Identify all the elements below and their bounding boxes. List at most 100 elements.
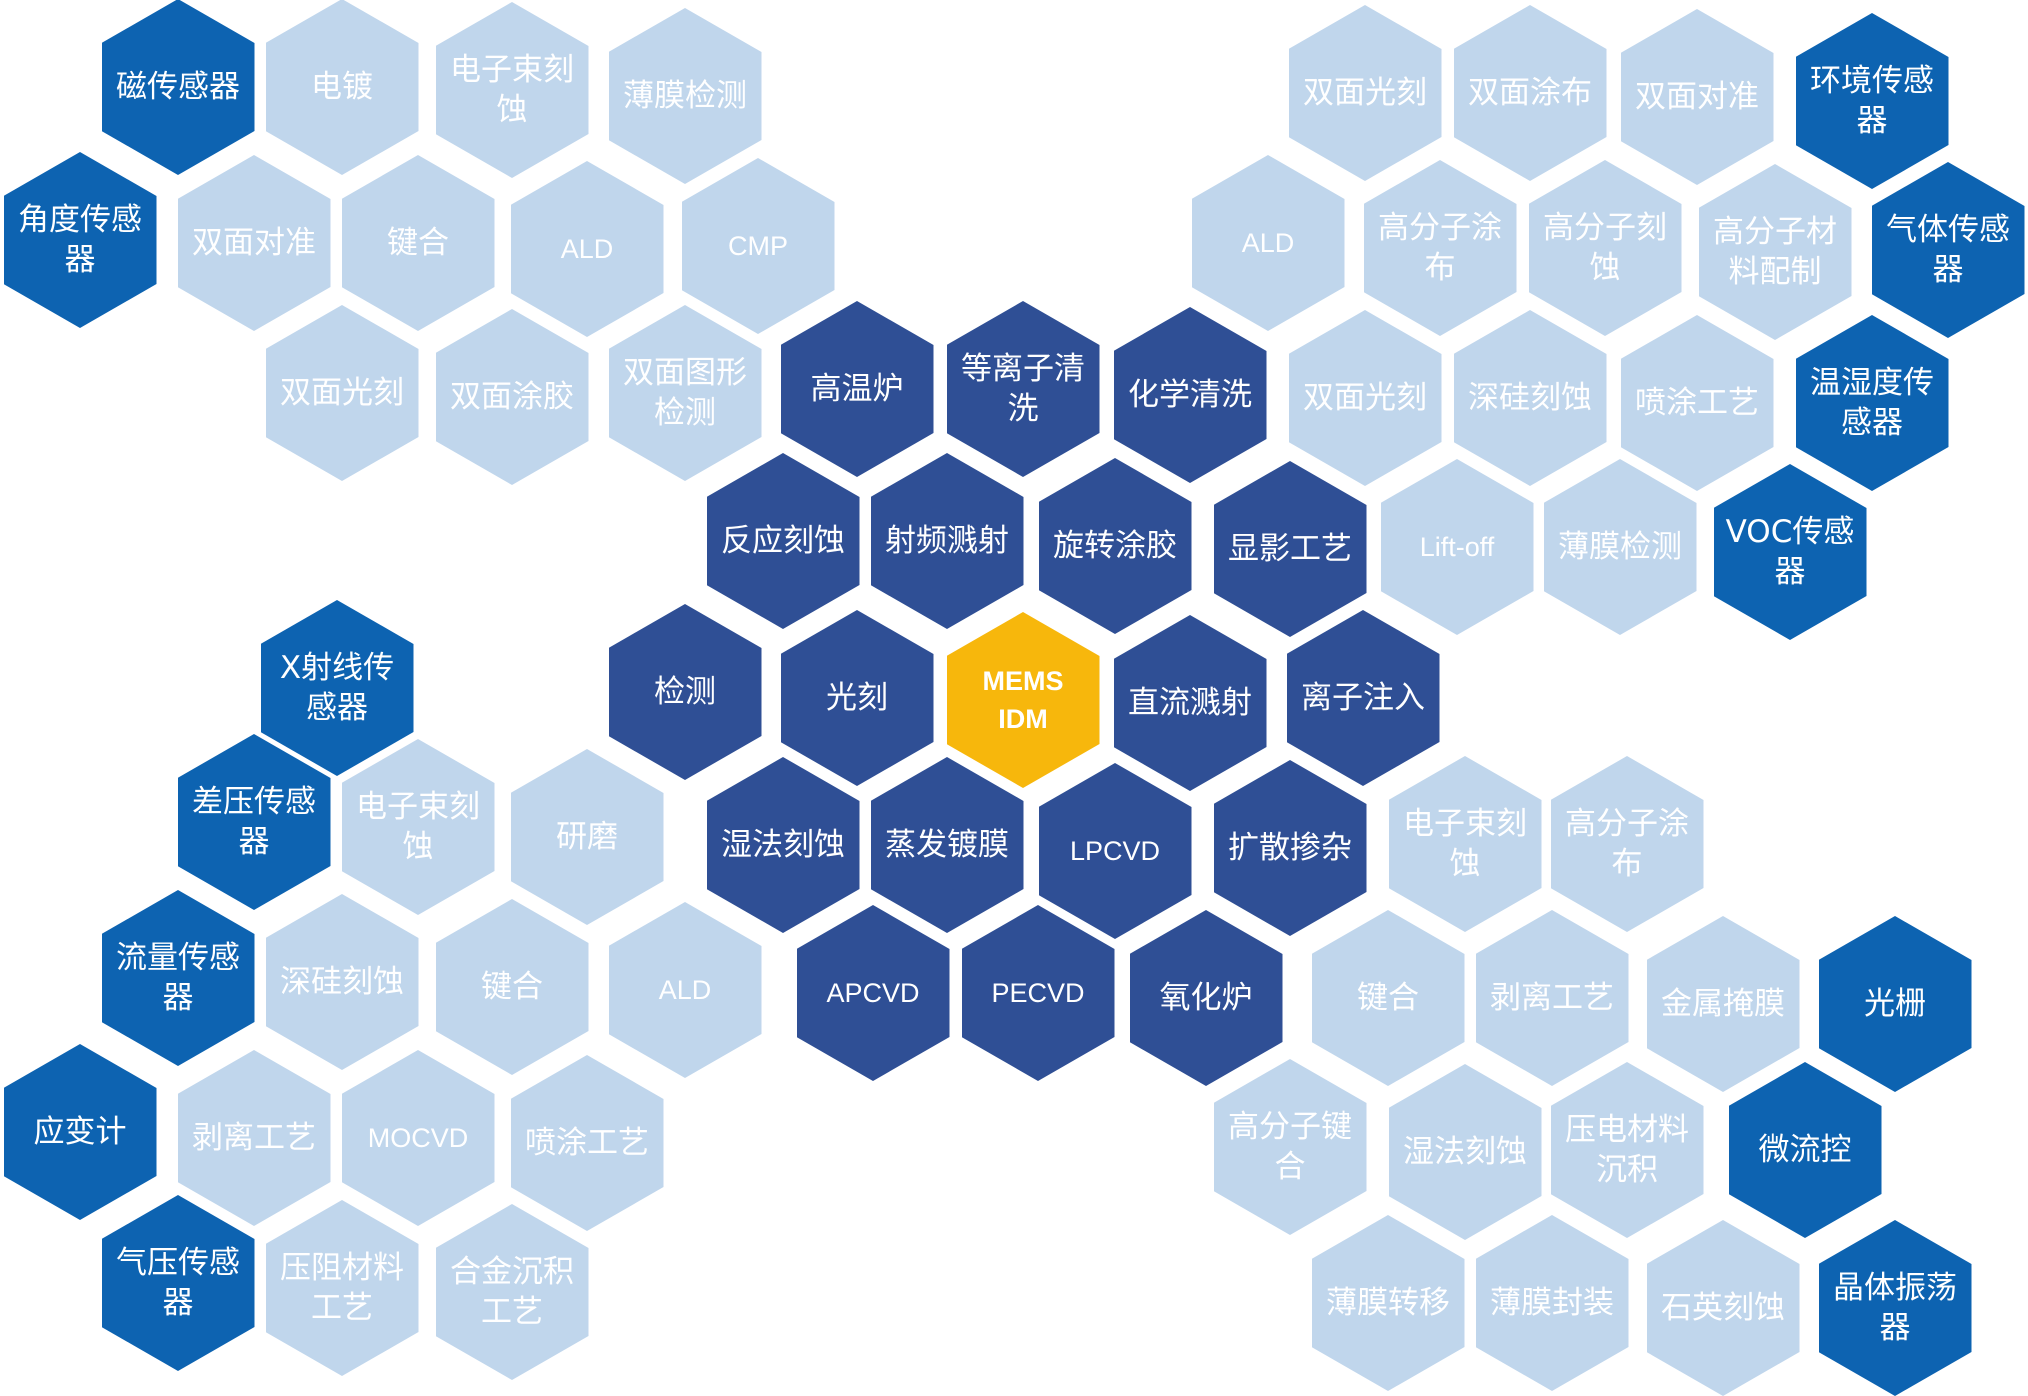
top-right-cluster-hex-ald-label: ALD [1241,228,1295,258]
bottom-left-cluster-hex-yazucailiaogongyi: 压阻材料 工艺 [265,1200,419,1376]
process-cells-hex-xuanzhuantujiao: 旋转涂胶 [1038,458,1192,634]
process-cells-hex-apcvd: APCVD [796,905,950,1081]
top-left-cluster-hex-cmp-label: CMP [728,231,788,261]
top-right-cluster-hex-lift-off-label: Lift-off [1419,532,1495,562]
top-right-cluster-hex-shuangmianguangke-2: 双面光刻 [1288,310,1442,486]
bottom-right-cluster-hex-gaofenzitubu-label: 高分子涂 布 [1565,806,1689,882]
process-cells-hex-yanghualu-label: 氧化炉 [1159,980,1253,1016]
top-right-cluster-hex-gaofenzicailiaopeizhi-label: 高分子材 料配制 [1713,214,1837,290]
process-cells-hex-xianyinggongyi-label: 显影工艺 [1228,531,1352,567]
sensors-hex-jingtizhendangqi: 晶体振荡 器 [1818,1220,1972,1396]
top-right-cluster-hex-lift-off: Lift-off [1380,459,1534,635]
top-left-cluster-hex-shuangmianguangke-label: 双面光刻 [280,375,404,411]
bottom-left-cluster-hex-yanmo-label: 研磨 [556,819,618,855]
top-right-cluster-hex-bomojiance-label: 薄膜检测 [1558,529,1682,565]
top-right-cluster-hex-shenguikeshi-label: 深硅刻蚀 [1468,380,1592,416]
process-cells-hex-xuanzhuantujiao-label: 旋转涂胶 [1053,528,1177,564]
sensors-hex-yingbianji: 应变计 [3,1044,157,1220]
sensors-hex-xshexianchuanganqi: X射线传 感器 [260,600,414,776]
sensors-hex-jiaoduchuanganqi-label: 角度传感 器 [18,202,142,278]
top-right-cluster-hex-shuangmianduizhun: 双面对准 [1620,9,1774,185]
top-left-cluster-hex-dianzishukeshi-label: 电子束刻 蚀 [450,52,574,128]
top-right-cluster-hex-gaofenzitubu-label: 高分子涂 布 [1378,210,1502,286]
top-left-cluster-hex-dianzishukeshi: 电子束刻 蚀 [435,2,589,178]
bottom-left-cluster-hex-ald: ALD [608,902,762,1078]
bottom-right-cluster-hex-shiyingkeshi: 石英刻蚀 [1646,1220,1800,1396]
top-right-cluster-hex-shuangmianguangke: 双面光刻 [1288,5,1442,181]
top-left-cluster-hex-shuangmiantuxingjiance-label: 双面图形 检测 [623,355,747,431]
sensors-hex-qiyachuanganqi-label: 气压传感 器 [116,1245,240,1321]
bottom-right-cluster-hex-gaofenzijianhe-label: 高分子键 合 [1228,1109,1352,1185]
bottom-left-cluster-hex-mocvd-label: MOCVD [367,1123,469,1153]
process-cells-hex-zhiliujianshe: 直流溅射 [1113,615,1267,791]
top-left-cluster-hex-shuangmianduizhun-label: 双面对准 [192,225,316,261]
top-right-cluster-hex-pentugongyi-label: 喷涂工艺 [1635,385,1759,421]
process-cells-hex-shifakeshi: 湿法刻蚀 [706,757,860,933]
bottom-left-cluster-hex-hejinchenji-label: 合金沉积 工艺 [450,1254,574,1330]
sensors-hex-weiliukong: 微流控 [1728,1062,1882,1238]
process-cells-hex-huaxueqingxi: 化学清洗 [1113,307,1267,483]
bottom-right-cluster-hex-jianhe: 键合 [1311,910,1465,1086]
top-left-cluster-hex-shuangmianguangke: 双面光刻 [265,305,419,481]
sensors-hex-cichuanganqi: 磁传感器 [101,0,255,175]
top-left-cluster-hex-shuangmiantujiao: 双面涂胶 [435,309,589,485]
process-cells-hex-pecvd: PECVD [961,905,1115,1081]
process-cells-hex-apcvd-label: APCVD [826,978,920,1008]
top-left-cluster-hex-jianhe: 键合 [341,155,495,331]
top-left-cluster-hex-cmp: CMP [681,158,835,334]
bottom-left-cluster-hex-booligongyi: 剥离工艺 [177,1050,331,1226]
sensors-hex-weiliukong-label: 微流控 [1758,1132,1852,1168]
top-right-cluster-hex-ald: ALD [1191,155,1345,331]
process-cells-hex-yanghualu: 氧化炉 [1129,910,1283,1086]
process-cells-hex-kuosancanza: 扩散掺杂 [1213,760,1367,936]
process-cells-hex-zhiliujianshe-label: 直流溅射 [1128,685,1252,721]
top-left-cluster-hex-bomojiance: 薄膜检测 [608,8,762,184]
bottom-left-cluster-hex-ald-label: ALD [658,975,712,1005]
top-right-cluster-hex-shuangmianguangke-2-label: 双面光刻 [1303,380,1427,416]
process-cells-hex-zhengfadumo-label: 蒸发镀膜 [885,827,1009,863]
bottom-right-cluster-hex-bomozhuanyi-label: 薄膜转移 [1326,1285,1450,1321]
sensors-hex-guangshan-label: 光栅 [1864,986,1926,1022]
process-cells-hex-shepinjianshe-label: 射频溅射 [885,523,1009,559]
bottom-right-cluster-hex-bolligongyi-label: 剥离工艺 [1490,980,1614,1016]
process-cells-hex-kuosancanza-label: 扩散掺杂 [1228,830,1352,866]
bottom-left-cluster-hex-shenguikeshi: 深硅刻蚀 [265,894,419,1070]
sensors-hex-chayachuanganqi: 差压传感 器 [177,734,331,910]
top-left-cluster-hex-shuangmianduizhun: 双面对准 [177,155,331,331]
bottom-left-cluster-hex-pentugongyi: 喷涂工艺 [510,1055,664,1231]
sensors-hex-jingtizhendangqi-label: 晶体振荡 器 [1833,1270,1957,1346]
process-cells-hex-jiance-label: 检测 [654,674,716,710]
bottom-right-cluster-hex-jianhe-label: 键合 [1357,980,1419,1016]
bottom-right-cluster-hex-jinshuyanmo-label: 金属掩膜 [1661,986,1785,1022]
top-left-cluster-hex-jianhe-label: 键合 [387,225,449,261]
bottom-right-cluster-hex-bolligongyi: 剥离工艺 [1475,910,1629,1086]
sensors-hex-qiyachuanganqi: 气压传感 器 [101,1195,255,1371]
bottom-right-cluster-hex-bomofengzhuang-label: 薄膜封装 [1490,1285,1614,1321]
top-right-cluster-hex-shuangmiantubu-label: 双面涂布 [1468,75,1592,111]
top-right-cluster-hex-gaofenzicailiaopeizhi: 高分子材 料配制 [1698,164,1852,340]
top-right-cluster-hex-gaofenzikeshi: 高分子刻 蚀 [1528,160,1682,336]
top-left-cluster-hex-ald: ALD [510,161,664,337]
sensors-hex-wenshiduchuanganqi: 温湿度传 感器 [1795,315,1949,491]
top-left-cluster-hex-shuangmiantuxingjiance: 双面图形 检测 [608,305,762,481]
process-cells-hex-xianyinggongyi: 显影工艺 [1213,461,1367,637]
bottom-left-cluster-hex-booligongyi-label: 剥离工艺 [192,1120,316,1156]
process-cells-hex-fanyingkeshi: 反应刻蚀 [706,453,860,629]
top-right-cluster-hex-shenguikeshi: 深硅刻蚀 [1453,310,1607,486]
bottom-left-cluster-hex-pentugongyi-label: 喷涂工艺 [525,1125,649,1161]
bottom-right-cluster-hex-shifakeshi: 湿法刻蚀 [1388,1064,1542,1240]
process-cells-hex-guangke-label: 光刻 [826,680,888,716]
process-cells-hex-pecvd-label: PECVD [991,978,1085,1008]
process-cells-hex-shepinjianshe: 射频溅射 [870,453,1024,629]
process-cells-hex-gaowenlu-label: 高温炉 [810,371,904,407]
bottom-right-cluster-hex-shiyingkeshi-label: 石英刻蚀 [1661,1290,1785,1326]
sensors-hex-huanjingchuanganqi: 环境传感 器 [1795,13,1949,189]
top-right-cluster-hex-pentugongyi: 喷涂工艺 [1620,315,1774,491]
bottom-left-cluster-hex-yazucailiaogongyi-label: 压阻材料 工艺 [280,1250,404,1326]
bottom-right-cluster-hex-gaofenzitubu: 高分子涂 布 [1550,756,1704,932]
process-cells-hex-huaxueqingxi-label: 化学清洗 [1128,377,1252,413]
top-right-cluster-hex-bomojiance: 薄膜检测 [1543,459,1697,635]
bottom-right-cluster-hex-dianzishukeshi-label: 电子束刻 蚀 [1403,806,1527,882]
top-right-cluster-hex-gaofenzikeshi-label: 高分子刻 蚀 [1543,210,1667,286]
process-cells-hex-zhengfadumo: 蒸发镀膜 [870,757,1024,933]
